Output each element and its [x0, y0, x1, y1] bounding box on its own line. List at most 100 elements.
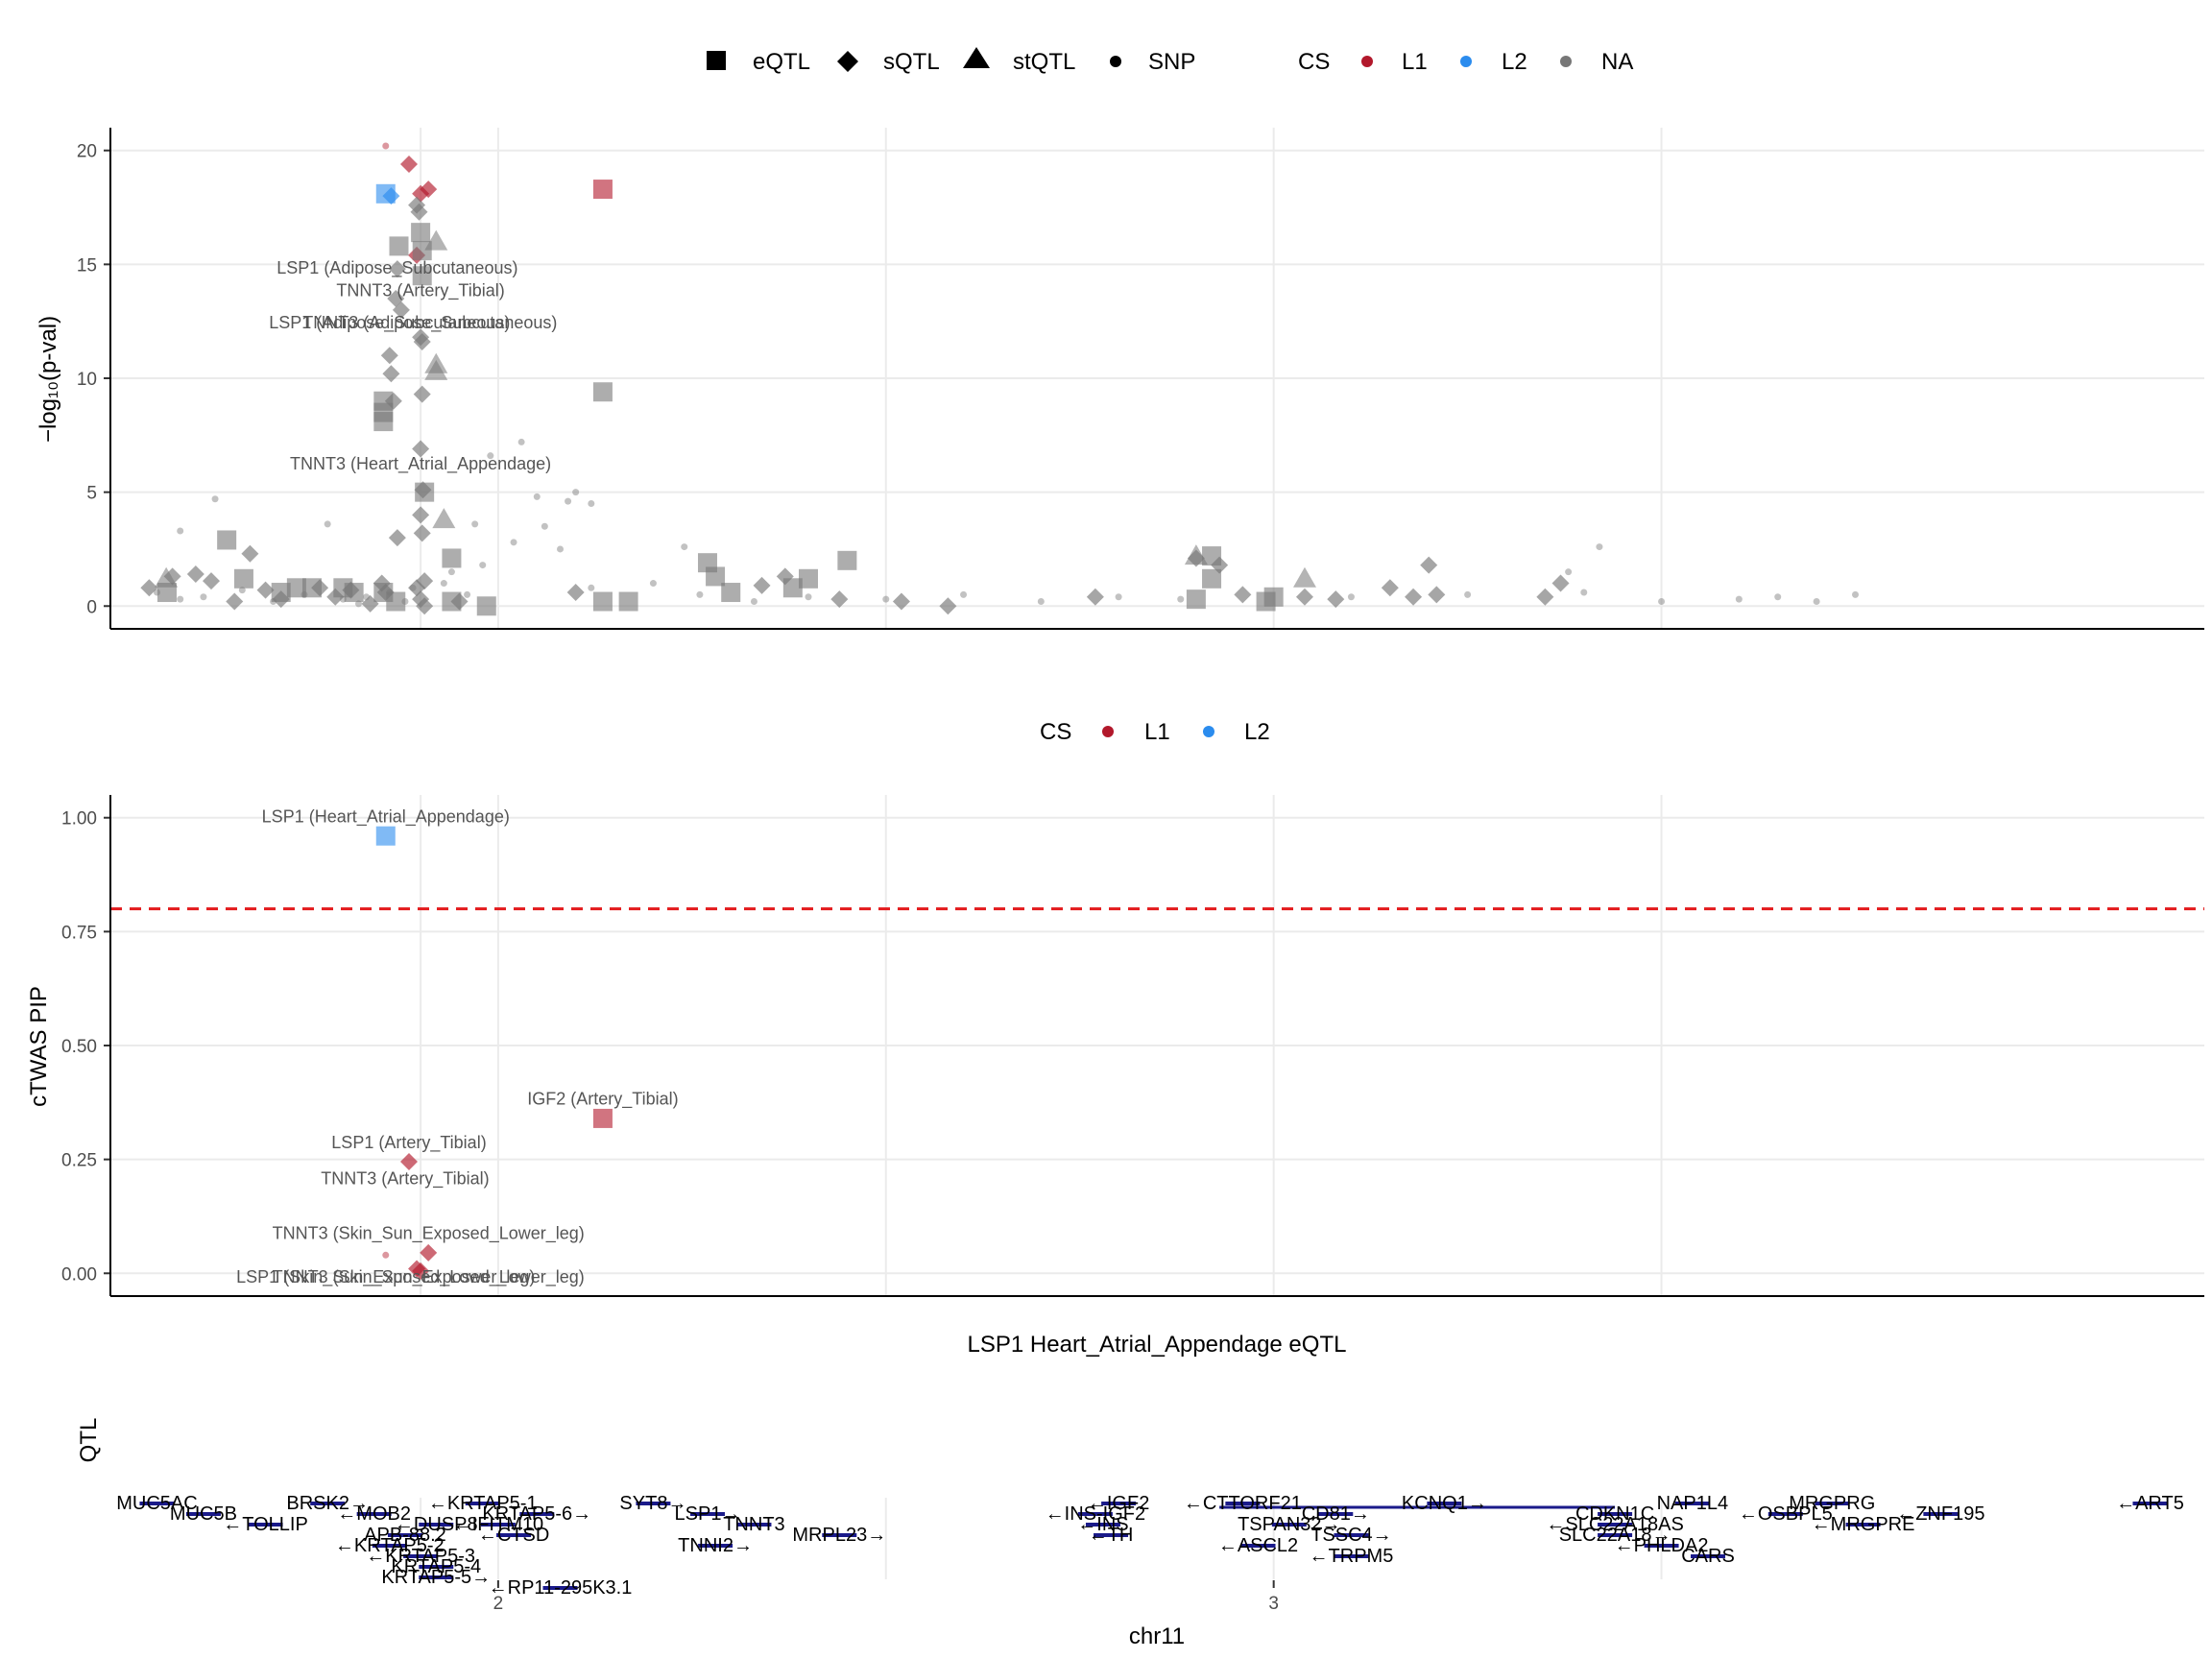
- triangle-point-NA: [155, 566, 179, 588]
- gene-label: ←INS: [1077, 1514, 1128, 1535]
- dot-point-NA: [588, 584, 595, 591]
- y-tick-label: 15: [77, 255, 97, 276]
- gene-label: APB-88.2: [364, 1525, 446, 1546]
- square-point-L1: [592, 1108, 613, 1128]
- diamond-point-NA: [1234, 586, 1252, 604]
- panel2-y-ticks: 0.00 0.25 0.50 0.75 1.00: [61, 809, 110, 1285]
- gene-label: ←OSBPL5: [1739, 1503, 1833, 1525]
- legend-l1-dot-icon: [1361, 56, 1373, 67]
- dot-point-NA: [479, 562, 487, 569]
- dot-point-NA: [401, 598, 409, 606]
- point-annotation: TNNT3 (Skin_Sun_Exposed_Lower_leg): [273, 1267, 585, 1287]
- dot-point-NA: [572, 489, 580, 496]
- legend-na-label: NA: [1601, 49, 1633, 75]
- diamond-point-NA: [1211, 556, 1229, 574]
- diamond-point-NA: [412, 506, 430, 524]
- point-annotation: LSP1 (Artery_Tibial): [331, 1133, 486, 1153]
- square-point-NA: [592, 382, 613, 402]
- square-point-NA: [721, 583, 741, 603]
- panel2-y-label: cTWAS PIP: [26, 986, 52, 1107]
- gene-label: KCNQ1→: [1402, 1493, 1487, 1514]
- dot-point-NA: [464, 590, 471, 598]
- panel2-annotations: LSP1 (Heart_Atrial_Appendage) IGF2 (Arter…: [236, 806, 678, 1286]
- dot-point-NA: [354, 600, 362, 608]
- gene-label: ←PHLDA2: [1615, 1535, 1709, 1556]
- diamond-point-NA: [311, 579, 329, 597]
- diamond-point-NA: [566, 584, 585, 602]
- diamond-point-NA: [140, 579, 158, 597]
- square-point-NA: [618, 591, 638, 612]
- dot-point-NA: [440, 580, 447, 588]
- gene-label: MRGPRG: [1789, 1493, 1875, 1514]
- legend-l2-dot-icon: [1460, 56, 1472, 67]
- dot-point-NA: [557, 545, 565, 553]
- diamond-point-L2: [382, 187, 400, 205]
- gene-label: ←ART5: [2116, 1493, 2184, 1514]
- gene-label: MUC5AC: [116, 1493, 197, 1514]
- diamond-point-NA: [939, 597, 957, 615]
- gene-label: TNNT3: [723, 1514, 784, 1535]
- gene-label: ←RP11-295K3.1: [489, 1577, 633, 1599]
- gene-label: SYT8→: [619, 1493, 686, 1514]
- dot-point-NA: [1177, 595, 1185, 603]
- dot-point-NA: [681, 543, 688, 551]
- legend-snp-dot-icon: [1110, 56, 1121, 67]
- dot-point-NA: [200, 593, 207, 601]
- dot-point-NA: [805, 593, 812, 601]
- square-point-NA: [706, 566, 726, 587]
- dot-point-NA: [270, 598, 277, 606]
- triangle-point-NA: [424, 359, 448, 380]
- legend-sqtl-diamond-icon: [837, 51, 858, 72]
- legend-snp-label: SNP: [1148, 49, 1195, 75]
- square-point-NA: [412, 241, 432, 261]
- dot-point-NA: [1596, 543, 1603, 551]
- y-tick-label: 5: [86, 484, 97, 504]
- diamond-point-NA: [1536, 588, 1554, 606]
- dot-point-NA: [339, 595, 347, 603]
- gene-label: ←CTTORF21: [1184, 1493, 1302, 1514]
- gene-label: ←TH: [1089, 1525, 1134, 1546]
- dot-point-NA: [1813, 598, 1820, 606]
- y-tick-label: 0: [86, 597, 97, 617]
- square-point-NA: [782, 578, 803, 598]
- gene-label: BRSK2→: [286, 1493, 369, 1514]
- dot-point-NA: [1580, 589, 1588, 596]
- legend-na-dot-icon: [1560, 56, 1572, 67]
- y-tick-label: 10: [77, 370, 97, 390]
- square-point-NA: [799, 568, 818, 589]
- panel2-points: [375, 826, 613, 1280]
- point-annotation: IGF2 (Artery_Tibial): [527, 1090, 678, 1110]
- square-point-L2: [375, 826, 396, 846]
- triangle-point-NA: [1184, 544, 1208, 565]
- diamond-point-NA: [241, 544, 259, 563]
- square-point-NA: [592, 591, 613, 612]
- dot-point-NA: [153, 589, 160, 596]
- square-point-NA: [389, 236, 409, 256]
- diamond-point-NA: [380, 347, 398, 365]
- legend-stqtl-triangle-icon: [963, 47, 990, 68]
- dot-point-NA: [1347, 593, 1355, 601]
- diamond-point-NA: [186, 565, 204, 584]
- dot-point-NA: [1852, 590, 1859, 598]
- diamond-point-NA: [753, 576, 771, 594]
- x-tick-label: 3: [1268, 1594, 1279, 1614]
- square-point-NA: [286, 578, 306, 598]
- y-tick-label: 0.00: [61, 1264, 97, 1285]
- legend-mid-l2-label: L2: [1244, 719, 1270, 745]
- dot-point-NA: [1735, 595, 1743, 603]
- gene-label: ←TOLLIP: [223, 1514, 308, 1535]
- dot-point-NA: [510, 539, 517, 546]
- gene-label: TSPAN32→: [1238, 1514, 1340, 1535]
- legend-eqtl-square-icon: [707, 51, 726, 70]
- x-tick-label: 2: [493, 1594, 504, 1614]
- diamond-point-NA: [776, 567, 794, 586]
- dot-point-NA: [363, 593, 371, 601]
- gene-label: ←CTSD: [478, 1525, 549, 1546]
- dot-point-NA: [177, 595, 184, 603]
- gene-label: SLC22A18→: [1559, 1525, 1671, 1546]
- dot-point-NA: [177, 527, 184, 535]
- panel3-y-label: QTL: [76, 1418, 102, 1463]
- dot-point-NA: [1037, 598, 1045, 606]
